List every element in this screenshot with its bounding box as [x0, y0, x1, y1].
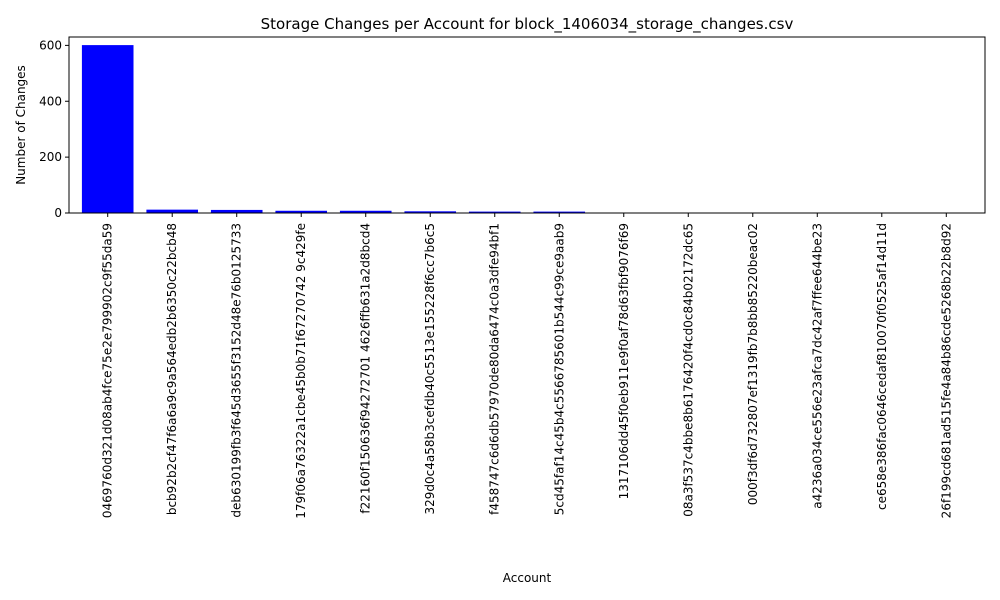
- x-tick-label: 26f199cd681ad515fe4a84b86cde5268b22b8d92: [939, 223, 953, 518]
- chart-title: Storage Changes per Account for block_14…: [261, 15, 794, 34]
- x-tick-label: 179f06a76322a1cbe45b0b71f67270742 9c429f…: [294, 223, 308, 519]
- bar: [468, 211, 521, 213]
- x-tick-label: 0469760d321d08ab4fce75e2e799902c9f55da59: [101, 223, 115, 518]
- bar: [404, 211, 457, 213]
- y-axis-label: Number of Changes: [14, 65, 28, 185]
- x-tick-label: f458747c6d6db57970de80da6474c0a3dfe94bf1: [488, 223, 502, 515]
- x-tick-label: 08a3f537c4bbe8b6176420f4cd0c84b02172dc65: [681, 223, 695, 517]
- x-tick-label: deb630199fb3f645d3655f3152d48e76b0125733: [230, 223, 244, 518]
- bar: [533, 211, 586, 213]
- y-axis-ticks: 0 200 400 600: [39, 38, 69, 220]
- x-tick-label: a4236a034ce556e23afca7dc42af7ffee644be23: [810, 223, 824, 509]
- x-tick-label: 5cd45faf14c45b4c5566785601b544c99ce9aab9: [552, 223, 566, 515]
- bar: [210, 209, 263, 213]
- x-axis-ticks: 0469760d321d08ab4fce75e2e799902c9f55da59…: [101, 213, 953, 519]
- y-tick-label: 0: [54, 206, 62, 220]
- bar: [81, 45, 134, 213]
- x-tick-label: f22160f150636f94272701 4626ffb631a2d8bcd…: [359, 223, 373, 514]
- x-axis-label: Account: [503, 571, 552, 585]
- plot-frame: [68, 36, 986, 214]
- y-tick-label: 200: [39, 150, 62, 164]
- y-tick-label: 400: [39, 94, 62, 108]
- bar: [146, 209, 199, 213]
- y-tick-label: 600: [39, 38, 62, 52]
- x-tick-label: 1317106dd45f0eb911e9f0af78d63fbf9076f69: [617, 223, 631, 499]
- x-tick-label: ce658e386fac0646cedaf810070f0525af14d11d: [875, 223, 889, 510]
- x-tick-label: bcb92b2cf47f6a6a9c9a564edb2b6350c22bcb48: [165, 223, 179, 515]
- bar: [339, 210, 392, 213]
- x-tick-label: 329d0c4a58b3cefdb40c5513e155228f6cc7b6c5: [423, 223, 437, 514]
- bars: [81, 45, 973, 213]
- x-tick-label: 000f3df6d732807ef1319fb7b8bb85220beac02: [746, 223, 760, 505]
- bar: [275, 210, 328, 213]
